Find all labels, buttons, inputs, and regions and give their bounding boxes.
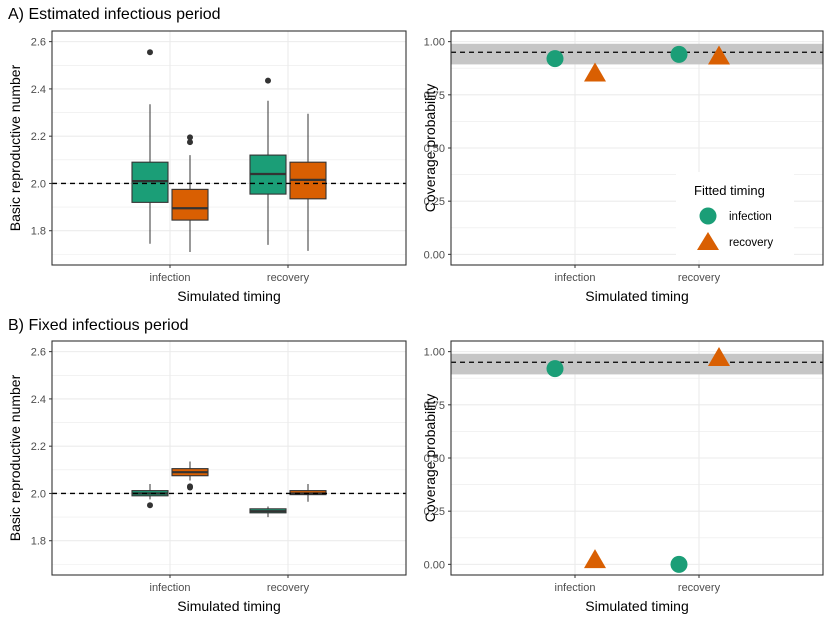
y-tick-label: 0.75 — [424, 400, 445, 412]
outlier-point — [187, 134, 193, 141]
box-iqr — [171, 188, 209, 221]
y-tick-label: 2.6 — [31, 347, 46, 359]
coverage-band — [451, 353, 823, 375]
y-tick-label: 2.2 — [31, 441, 46, 453]
y-axis-title: Coverage probability — [422, 84, 438, 212]
legend-key-recovery — [697, 232, 719, 250]
x-tick-label-recovery: recovery — [678, 272, 721, 284]
point-infection-fit-recovery-sim — [670, 45, 688, 63]
point-recovery-fit-recovery-sim — [708, 45, 730, 65]
legend-label-infection: infection — [729, 211, 772, 223]
x-tick-label-infection: infection — [150, 582, 191, 594]
y-tick-label: 1.00 — [424, 347, 445, 359]
y-tick-label: 2.0 — [31, 178, 46, 190]
panel-border — [450, 30, 824, 266]
y-tick-label: 0.75 — [424, 90, 445, 102]
box-iqr — [131, 161, 169, 203]
x-axis-title: Simulated timing — [585, 288, 689, 304]
box-infection-fit-recovery-sim — [249, 77, 287, 245]
panel-title-b: B) Fixed infectious period — [8, 317, 189, 334]
outlier-point — [147, 502, 153, 509]
panel-title-a: A) Estimated infectious period — [8, 6, 221, 23]
legend-key-infection — [699, 207, 717, 225]
y-tick-label: 0.25 — [424, 506, 445, 518]
panel-border — [51, 340, 407, 576]
y-tick-label: 2.4 — [31, 394, 46, 406]
x-tick-label-recovery: recovery — [267, 582, 310, 594]
chart-a-coverage: 0.00 0.25 0.50 0.75 1.00 infection recovery Sim… — [422, 30, 824, 304]
x-axis-title: Simulated timing — [177, 598, 281, 614]
chart-b-coverage: 0.00 0.25 0.50 0.75 1.00 infection recovery Sim… — [422, 340, 824, 614]
x-tick-label-infection: infection — [555, 582, 596, 594]
y-tick-label: 2.2 — [31, 131, 46, 143]
y-tick-label: 0.25 — [424, 196, 445, 208]
legend-title: Fitted timing — [694, 183, 765, 198]
coverage-band — [451, 43, 823, 65]
box-recovery-fit-infection-sim — [171, 461, 209, 491]
box-recovery-fit-recovery-sim — [289, 113, 327, 251]
y-tick-label: 2.0 — [31, 488, 46, 500]
x-axis-title: Simulated timing — [177, 288, 281, 304]
y-tick-label: 2.4 — [31, 84, 46, 96]
legend-label-recovery: recovery — [729, 237, 773, 249]
box-recovery-fit-infection-sim — [171, 134, 209, 252]
chart-b-boxplot: 1.8 2.0 2.2 2.4 2.6 infection recovery Simulate… — [7, 340, 407, 614]
y-tick-label: 1.00 — [424, 37, 445, 49]
legend-background — [676, 172, 794, 260]
panel-border — [51, 30, 407, 266]
point-infection-fit-recovery-sim — [670, 555, 688, 573]
outlier-point — [187, 139, 193, 146]
x-tick-label-infection: infection — [150, 272, 191, 284]
x-tick-label-recovery: recovery — [267, 272, 310, 284]
chart-a-boxplot: 1.8 2.0 2.2 2.4 2.6 infection recovery Simulate… — [7, 30, 407, 304]
y-tick-label: 2.6 — [31, 37, 46, 49]
outlier-point — [187, 483, 193, 490]
y-tick-label: 1.8 — [31, 536, 46, 548]
x-axis-title: Simulated timing — [585, 598, 689, 614]
y-tick-label: 0.50 — [424, 143, 445, 155]
y-tick-label: 0.00 — [424, 559, 445, 571]
outlier-point — [147, 49, 153, 56]
panel-background — [52, 31, 406, 265]
panel-background — [52, 341, 406, 575]
box-infection-fit-infection-sim — [131, 49, 169, 244]
point-recovery-fit-infection-sim — [584, 62, 606, 82]
outlier-point — [265, 77, 271, 84]
legend: Fitted timing infection recovery — [676, 172, 794, 260]
point-recovery-fit-recovery-sim — [708, 347, 730, 367]
box-infection-fit-recovery-sim — [249, 506, 287, 518]
y-axis-title: Coverage probability — [422, 394, 438, 522]
panel-border — [450, 340, 824, 576]
x-tick-label-infection: infection — [555, 272, 596, 284]
y-tick-label: 0.50 — [424, 453, 445, 465]
x-tick-label-recovery: recovery — [678, 582, 721, 594]
y-tick-label: 0.00 — [424, 249, 445, 261]
y-axis-title: Basic reproductive number — [7, 374, 23, 541]
point-recovery-fit-infection-sim — [584, 549, 606, 569]
point-infection-fit-infection-sim — [546, 360, 564, 378]
y-axis-title: Basic reproductive number — [7, 64, 23, 231]
point-infection-fit-infection-sim — [546, 50, 564, 68]
y-tick-label: 1.8 — [31, 226, 46, 238]
